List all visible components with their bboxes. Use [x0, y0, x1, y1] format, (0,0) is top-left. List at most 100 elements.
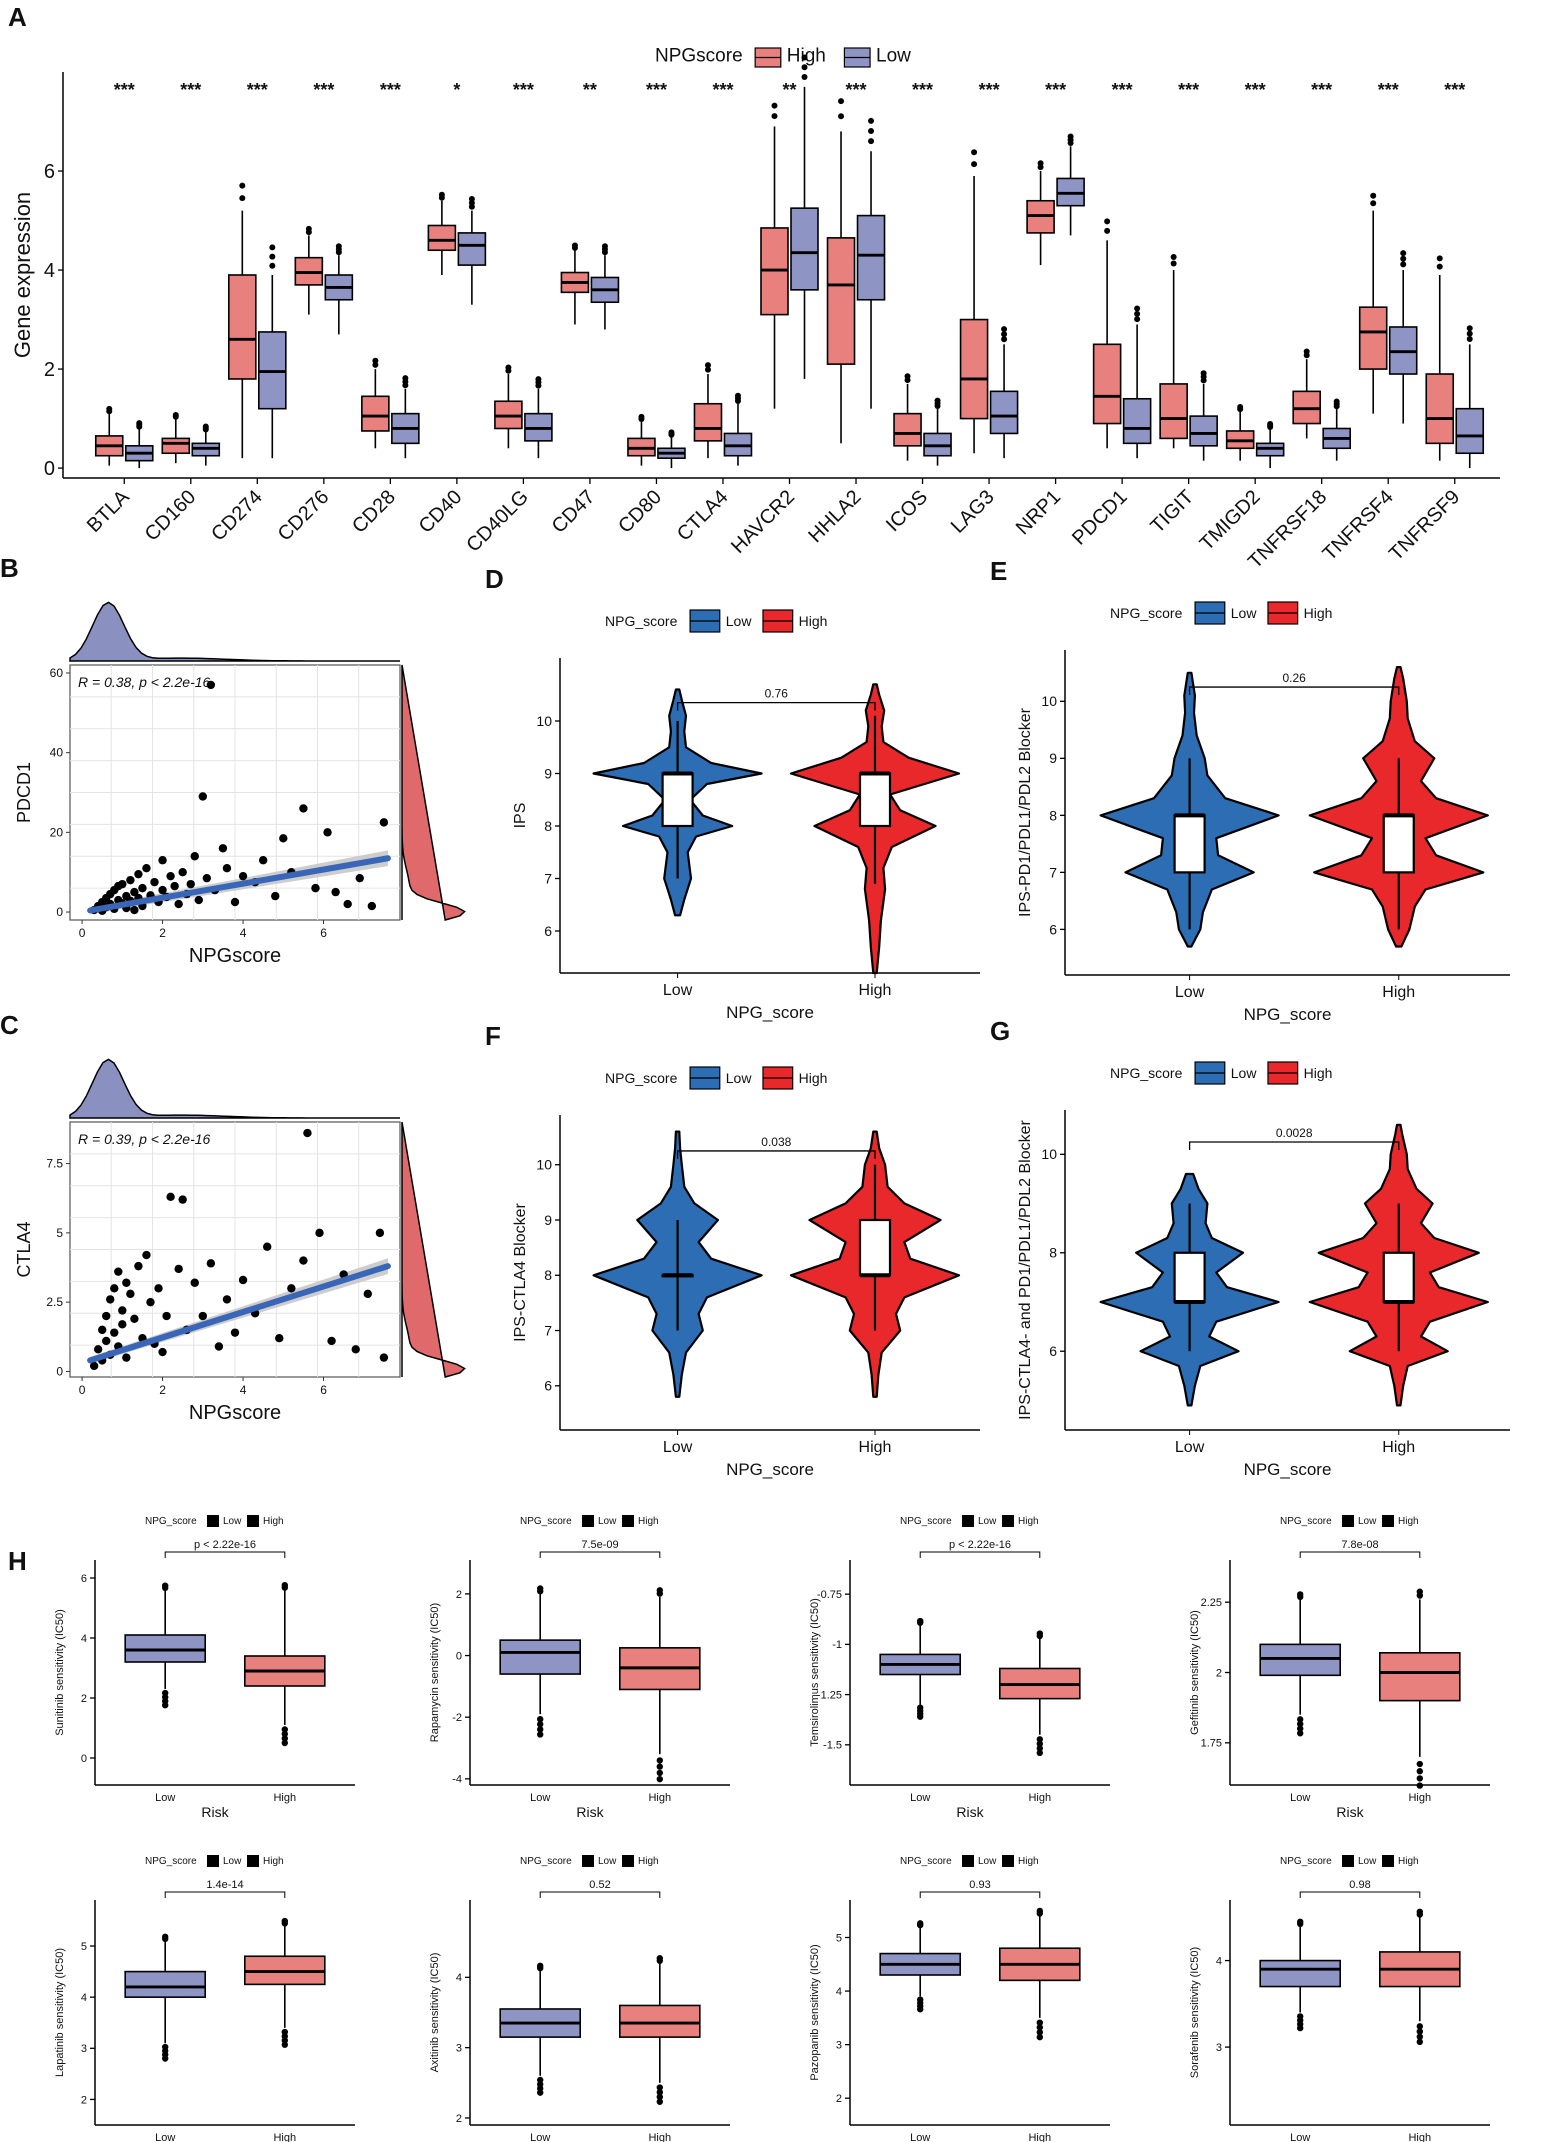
c-data-point	[110, 1284, 119, 1293]
a-x-tick-label: NRP1	[1012, 486, 1065, 539]
h4-outlier	[1297, 1730, 1304, 1737]
h1-legend-swatch	[247, 1515, 259, 1527]
b-data-point	[299, 804, 308, 813]
a-low-TNFRSF9-outlier	[1466, 325, 1473, 332]
h1-outlier	[281, 1726, 288, 1733]
h3-y-tick-label: -0.75	[817, 1589, 842, 1601]
a-low-HHLA2-outlier	[868, 117, 875, 124]
h6-y-tick-label: 2	[456, 2113, 462, 2125]
h5-x-tick-label: Low	[155, 2132, 175, 2142]
a-low-CD47-outlier	[601, 243, 608, 250]
c-data-point	[106, 1295, 115, 1304]
a-x-tick-label: CD276	[274, 486, 334, 546]
g-p-value: 0.0028	[1276, 1126, 1313, 1140]
h1-y-tick-label: 4	[81, 1633, 87, 1645]
a-high-CD160-outlier	[172, 412, 179, 419]
h3-outlier	[1036, 1736, 1044, 1743]
c-y-tick-label: 2.5	[46, 1295, 63, 1309]
a-high-LAG3-outlier	[971, 161, 978, 168]
panel-d-violin: D NPG_score Low High 6 7 8 9 10 Low High 0.76 NPG_sc…	[485, 564, 980, 1022]
c-data-point	[303, 1128, 312, 1138]
d-y-tick-label: 9	[544, 765, 552, 781]
a-x-tick-label: HHLA2	[804, 486, 865, 547]
h3-legend-title: NPG_score	[900, 1516, 952, 1527]
a-low-HAVCR2-outlier	[801, 54, 808, 61]
b-data-point	[130, 905, 139, 915]
f-legend-title: NPG_score	[605, 1070, 678, 1086]
b-y-axis-label: PDCD1	[14, 762, 34, 823]
panel-h-boxplot-grid: H NPG_score Low High 0 2 4 6 Low High p < 2.22e-16…	[8, 1515, 1490, 2142]
f-comparison-bracket	[676, 1150, 876, 1159]
a-high-CD40-outlier	[438, 191, 445, 198]
h3-x-tick-label: High	[1028, 1792, 1051, 1804]
h2-legend-label: Low	[598, 1516, 617, 1527]
c-data-point	[130, 1314, 139, 1323]
h3-comparison-bracket	[919, 1551, 1041, 1558]
g-y-axis-label: IPS-CTLA4- and PD1/PDL1/PDL2 Blocker	[1017, 1119, 1034, 1419]
b-data-point	[174, 899, 183, 909]
e-y-tick-label: 10	[1041, 693, 1057, 709]
h7-outlier	[1036, 2033, 1044, 2041]
b-data-point	[218, 844, 228, 853]
a-x-tick-label: TMIGD2	[1196, 486, 1265, 555]
h7-outlier	[1036, 1907, 1044, 1915]
h7-p-value: 0.93	[969, 1879, 990, 1891]
b-data-point	[331, 887, 340, 897]
h6-legend-label: High	[638, 1856, 659, 1867]
b-data-point	[271, 891, 280, 901]
b-data-point	[118, 879, 127, 889]
h2-legend-swatch	[582, 1515, 594, 1527]
a-y-tick-label: 0	[44, 458, 55, 480]
h3-outlier	[917, 1713, 924, 1720]
h8-outlier	[1416, 2023, 1424, 2030]
a-x-tick-label: TIGIT	[1146, 486, 1198, 538]
h6-outlier	[656, 2098, 663, 2105]
panel-b-scatter: BR = 0.38, p < 2.2e-160 2 4 60204060NPGscor…	[0, 553, 466, 967]
h4-x-tick-label: Low	[1290, 1792, 1310, 1804]
h3-p-value: p < 2.22e-16	[949, 1539, 1011, 1551]
a-x-tick-label: CTLA4	[673, 486, 733, 546]
h4-y-tick-label: 2.25	[1201, 1597, 1222, 1609]
panel-label-f: F	[485, 1021, 501, 1051]
c-correlation-annotation: R = 0.39, p < 2.2e-16	[78, 1131, 211, 1147]
c-data-point	[122, 1353, 131, 1362]
h5-y-tick-label: 5	[81, 1941, 87, 1953]
h4-y-tick-label: 2	[1216, 1667, 1222, 1679]
b-data-point	[258, 856, 268, 865]
g-y-tick-label: 10	[1041, 1146, 1057, 1162]
h6-y-tick-label: 3	[456, 2043, 462, 2055]
panel-e-violin: E NPG_score Low High 6 7 8 9 10 Low High 0.26 NPG_sc…	[990, 556, 1510, 1024]
h1-x-tick-label: High	[273, 1792, 296, 1804]
h5-legend-title: NPG_score	[145, 1856, 197, 1867]
a-significance-label: ***	[646, 80, 667, 100]
f-legend-label: High	[799, 1070, 828, 1086]
h3-legend-swatch	[1002, 1515, 1014, 1527]
h7-legend-label: Low	[978, 1856, 997, 1867]
h6-x-tick-label: High	[648, 2132, 671, 2142]
a-high-CD28-outlier	[372, 361, 379, 368]
h6-legend-swatch	[582, 1855, 594, 1867]
h8-p-value: 0.98	[1349, 1879, 1370, 1891]
h8-outlier	[1416, 2038, 1424, 2046]
h6-outlier	[537, 2089, 544, 2096]
h6-x-tick-label: Low	[530, 2132, 550, 2142]
h5-legend-label: High	[263, 1856, 284, 1867]
h6-legend-title: NPG_score	[520, 1856, 572, 1867]
b-data-point	[158, 856, 167, 865]
e-x-tick-label: Low	[1175, 984, 1205, 1001]
h4-outlier	[1297, 1591, 1304, 1598]
f-box-high-box	[858, 1218, 892, 1277]
h8-outlier	[1416, 2028, 1424, 2035]
h7-legend-label: High	[1018, 1856, 1039, 1867]
d-y-tick-label: 10	[536, 713, 552, 729]
h7-outlier	[1036, 2024, 1044, 2031]
a-high-HAVCR2-outlier	[771, 113, 778, 120]
a-low-LAG3-box	[989, 390, 1019, 435]
c-data-point	[379, 1353, 389, 1362]
a-high-HHLA2-box	[826, 237, 856, 365]
h2-outlier	[537, 1731, 544, 1738]
e-y-tick-label: 8	[1049, 807, 1057, 823]
h4-outlier	[1297, 1720, 1304, 1728]
a-high-TNFRSF9-outlier	[1436, 255, 1443, 262]
h8-outlier	[1416, 2033, 1424, 2040]
